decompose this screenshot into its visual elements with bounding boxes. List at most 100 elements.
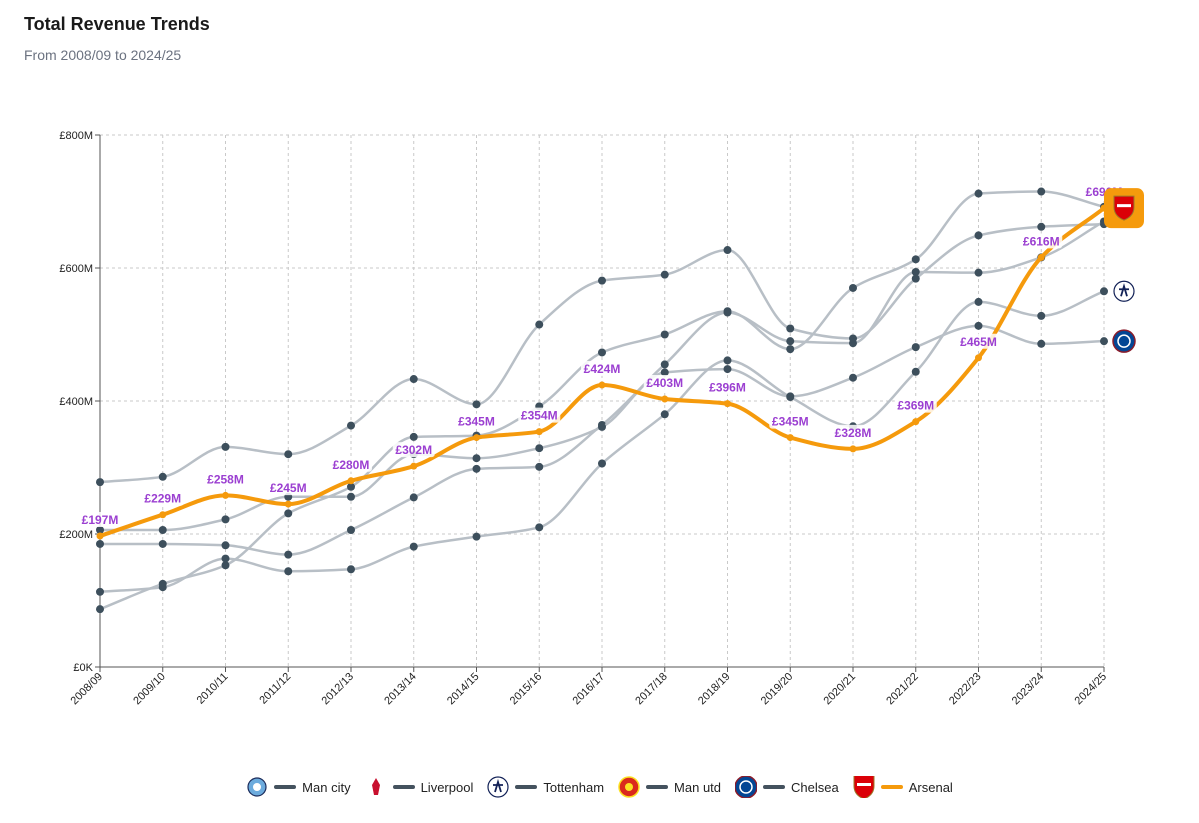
data-point-man-city — [849, 283, 857, 292]
data-label-bg — [706, 379, 749, 395]
data-point-arsenal — [473, 434, 480, 442]
arsenal-crest-icon — [1104, 188, 1144, 229]
data-point-tottenham — [347, 565, 355, 574]
data-point-man-utd — [849, 334, 857, 343]
data-label-bg — [957, 333, 1000, 349]
data-point-man-city — [911, 255, 920, 264]
data-point-man-city — [598, 348, 606, 357]
x-tick-label: 2010/11 — [195, 671, 231, 707]
legend-item-tottenham[interactable]: Tottenham — [487, 776, 604, 798]
data-point-arsenal — [786, 434, 794, 442]
legend-item-man-utd[interactable]: Man utd — [618, 776, 721, 798]
data-point-liverpool — [535, 462, 544, 471]
legend-item-liverpool[interactable]: Liverpool — [365, 776, 474, 798]
data-label: £369M — [897, 399, 934, 413]
data-label: £396M — [709, 381, 746, 395]
data-point-tottenham — [472, 532, 481, 541]
data-point-tottenham — [1100, 287, 1108, 296]
data-point-tottenham — [158, 583, 167, 592]
data-point-liverpool — [221, 541, 230, 550]
arsenal-shield — [1113, 195, 1135, 221]
data-point-man-utd — [158, 472, 167, 481]
data-label-bg — [141, 490, 184, 506]
data-point-chelsea — [786, 392, 795, 401]
data-label-bg — [769, 413, 812, 429]
data-point-man-city — [347, 482, 355, 491]
man-city-ship — [253, 783, 262, 791]
chelsea-crest-icon — [1112, 329, 1136, 353]
legend-label: Man utd — [674, 779, 722, 795]
legend-line-swatch — [880, 785, 903, 789]
data-point-chelsea — [1100, 337, 1108, 346]
x-tick-label: 2012/13 — [320, 671, 357, 708]
data-point-arsenal — [912, 418, 920, 426]
data-point-chelsea — [974, 321, 983, 330]
data-point-tottenham — [723, 356, 732, 365]
data-point-arsenal — [222, 491, 229, 499]
data-point-man-utd — [472, 400, 481, 409]
chelsea-crest-icon — [735, 776, 758, 798]
data-point-tottenham — [96, 587, 104, 596]
legend-item-arsenal[interactable]: Arsenal — [853, 776, 953, 798]
data-point-arsenal — [410, 462, 418, 470]
data-point-tottenham — [1037, 311, 1046, 320]
data-point-man-utd — [221, 442, 230, 451]
x-tick-label: 2017/18 — [633, 671, 670, 708]
data-point-tottenham — [598, 459, 606, 468]
data-point-chelsea — [911, 343, 920, 352]
data-point-chelsea — [660, 368, 669, 377]
data-point-tottenham — [974, 297, 983, 306]
data-point-chelsea — [96, 526, 104, 535]
data-label-bg — [455, 413, 498, 429]
data-point-liverpool — [284, 550, 293, 559]
chelsea-badge — [735, 776, 758, 798]
data-point-man-utd — [96, 478, 104, 487]
data-label-bg — [204, 471, 247, 487]
legend-label: Liverpool — [420, 779, 474, 795]
data-point-liverpool — [96, 539, 104, 548]
data-point-tottenham — [535, 523, 544, 532]
data-point-man-city — [96, 605, 104, 614]
data-label-bg — [518, 407, 561, 423]
data-point-chelsea — [849, 373, 857, 382]
data-point-man-utd — [598, 276, 606, 285]
data-point-liverpool — [409, 493, 418, 502]
data-label: £328M — [835, 426, 872, 440]
x-tick-label: 2023/24 — [1010, 671, 1047, 708]
data-point-arsenal — [284, 500, 292, 508]
legend-item-man-city[interactable]: Man city — [246, 776, 351, 798]
data-point-chelsea — [1037, 339, 1046, 348]
chelsea-badge — [1112, 329, 1136, 353]
data-label: £345M — [772, 415, 809, 429]
man-utd-devil — [625, 783, 634, 791]
data-point-chelsea — [598, 422, 606, 431]
data-label: £229M — [144, 492, 181, 506]
data-label: £354M — [521, 409, 558, 423]
tottenham-badge — [1113, 280, 1135, 302]
data-point-liverpool — [158, 539, 167, 548]
data-label-bg — [79, 511, 121, 527]
data-point-tottenham — [409, 542, 418, 551]
data-point-chelsea — [158, 526, 167, 535]
legend-label: Man city — [302, 779, 351, 795]
data-point-man-city — [284, 509, 293, 518]
data-labels: £197M £229M £258M £245M £280M £302M £345M £354M… — [79, 184, 1125, 527]
legend-label: Tottenham — [543, 779, 605, 795]
liverpool-crest-icon — [371, 778, 380, 795]
data-label: £345M — [458, 415, 495, 429]
arsenal-crest-icon — [853, 776, 875, 798]
series-line-liverpool — [100, 220, 1105, 556]
chelsea-lion — [739, 780, 753, 794]
data-label: £302M — [395, 443, 432, 457]
x-tick-label: 2013/14 — [382, 671, 419, 708]
data-label-bg — [832, 424, 874, 440]
legend-item-chelsea[interactable]: Chelsea — [735, 776, 839, 798]
data-label-bg — [267, 480, 310, 496]
data-point-tottenham — [911, 367, 920, 376]
chart-title: Total Revenue Trends — [24, 14, 210, 34]
x-tick-label: 2019/20 — [759, 671, 796, 708]
x-tick-label: 2020/21 — [822, 671, 859, 708]
data-point-liverpool — [660, 360, 669, 369]
data-point-man-city — [1037, 187, 1046, 196]
data-point-man-city — [786, 345, 795, 354]
